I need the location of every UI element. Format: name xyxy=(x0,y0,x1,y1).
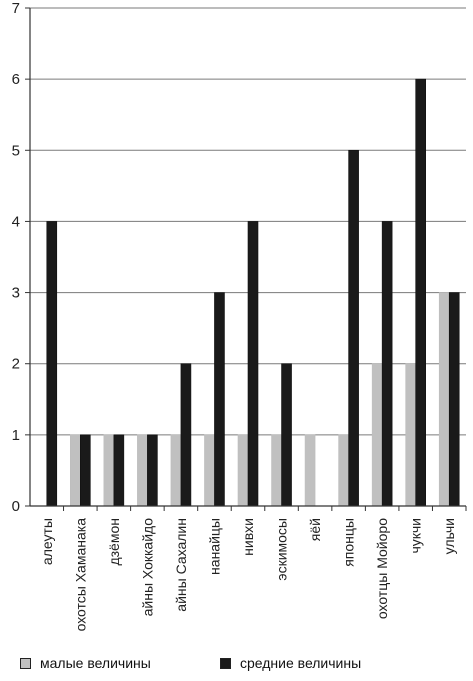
axes xyxy=(25,7,467,511)
bar-average-12 xyxy=(448,292,460,507)
bar-small-2 xyxy=(103,434,115,507)
bar-average-9 xyxy=(348,149,359,507)
y-tick-labels: 0 1 2 3 4 5 6 7 xyxy=(12,0,20,515)
y-tick-label-7: 7 xyxy=(12,0,20,17)
legend: малые величины средние величины xyxy=(0,652,473,676)
y-tick-label-1: 1 xyxy=(12,427,20,444)
bar-average-7 xyxy=(281,363,292,507)
bar-small-8 xyxy=(304,434,316,507)
bar-average-4 xyxy=(180,363,192,507)
x-tick-label-9: японцы xyxy=(341,518,357,567)
y-tick-label-4: 4 xyxy=(12,213,20,230)
x-tick-label-5: нанайцы xyxy=(206,518,222,575)
x-tick-label-0: алеуты xyxy=(39,518,55,565)
bar-average-6 xyxy=(247,221,259,507)
bar-small-12 xyxy=(438,292,450,507)
x-tick-labels: алеуты охотсы Хаманака дзёмон айны Хоккайдо… xyxy=(39,518,457,632)
legend-label-small: малые величины xyxy=(40,655,151,671)
x-tick-label-2: дзёмон xyxy=(106,518,122,566)
bar-average-0 xyxy=(46,221,58,507)
bar-average-3 xyxy=(147,434,158,507)
y-tick-label-6: 6 xyxy=(12,71,20,88)
legend-swatch-small xyxy=(20,657,31,669)
x-tick-label-1: охотсы Хаманака xyxy=(72,518,88,632)
x-tick-label-8: яёй xyxy=(307,518,323,541)
y-tick-label-5: 5 xyxy=(12,142,20,159)
x-tick-label-7: эскимосы xyxy=(274,518,290,581)
bar-small-10 xyxy=(371,363,383,507)
bar-small-9 xyxy=(338,434,349,507)
y-tick-label-3: 3 xyxy=(12,285,20,302)
x-tick-label-6: нивхи xyxy=(240,518,256,556)
x-tick-label-3: айны Хоккайдо xyxy=(139,518,155,617)
bar-average-1 xyxy=(80,434,91,507)
bar-average-11 xyxy=(415,78,426,507)
bar-average-10 xyxy=(381,221,393,507)
bar-small-7 xyxy=(271,434,282,507)
bar-small-4 xyxy=(170,434,182,507)
bar-average-5 xyxy=(214,292,225,507)
x-tick-label-4: айны Сахалин xyxy=(173,518,189,612)
x-tick-label-10: охотцы Мойоро xyxy=(374,518,390,619)
legend-item-average: средние величины xyxy=(220,655,361,671)
bar-small-3 xyxy=(137,434,148,507)
bars xyxy=(46,78,460,507)
bar-small-11 xyxy=(405,363,416,507)
bar-small-6 xyxy=(237,434,249,507)
bar-chart: 0 1 2 3 4 5 6 7 алеуты охотсы Хаманака дзёмон айны… xyxy=(12,0,467,632)
legend-swatch-average xyxy=(220,657,231,669)
x-tick-label-12: ульчи xyxy=(441,518,457,554)
legend-item-small: малые величины xyxy=(20,655,151,671)
y-tick-label-2: 2 xyxy=(12,356,20,373)
bar-small-1 xyxy=(70,434,81,507)
x-tick-label-11: чукчи xyxy=(408,518,424,554)
y-tick-label-0: 0 xyxy=(12,498,20,515)
legend-label-average: средние величины xyxy=(240,655,362,671)
bar-small-5 xyxy=(204,434,215,507)
bar-average-2 xyxy=(113,434,125,507)
